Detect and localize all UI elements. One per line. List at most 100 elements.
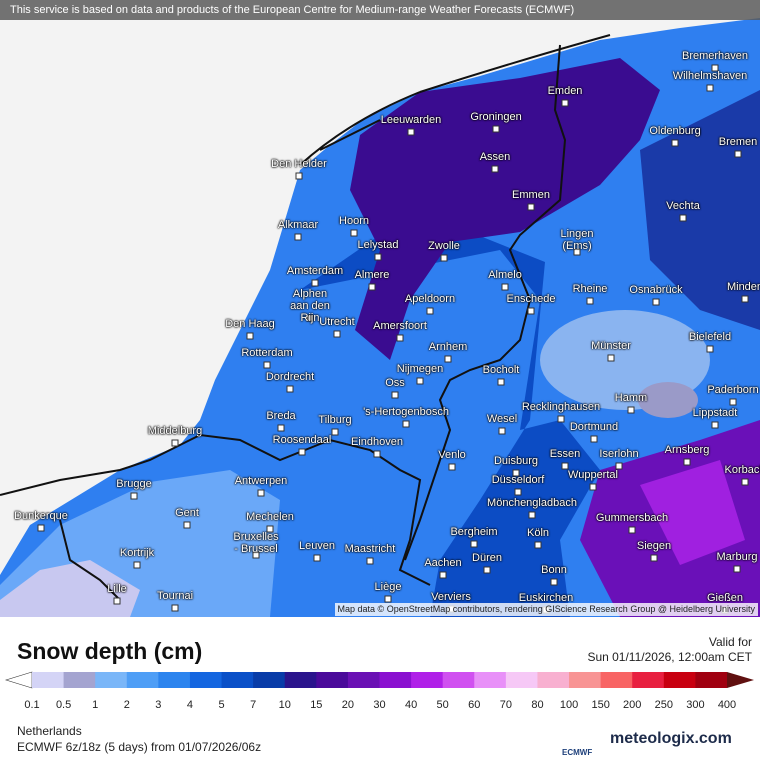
city-label: Breda [266, 410, 296, 422]
city-label: Bergheim [450, 526, 498, 538]
colorbar-label: 30 [373, 699, 385, 711]
attribution-bar: This service is based on data and produc… [0, 0, 760, 20]
city-dot [368, 283, 376, 291]
city-label: Brugge [116, 478, 152, 490]
colorbar-label: 400 [718, 699, 736, 711]
city-label: Liège [374, 581, 402, 593]
colorbar-box [189, 672, 223, 688]
map-credit: Map data © OpenStreetMap contributors, r… [334, 603, 758, 616]
region: Netherlands [17, 724, 82, 738]
city-dot [313, 554, 321, 562]
colorbar-label: 40 [405, 699, 417, 711]
city-label: Arnsberg [664, 444, 710, 456]
city-dot [534, 541, 542, 549]
city-dot [586, 297, 594, 305]
city-label: Bruxelles - Brussel [233, 531, 279, 555]
city-label: Eindhoven [351, 436, 403, 448]
colorbar-box [632, 672, 665, 688]
city-dot [492, 125, 500, 133]
city-dot [734, 150, 742, 158]
city-label: Iserlohn [599, 448, 639, 460]
city-label: Bocholt [482, 364, 520, 376]
city-label: Utrecht [319, 316, 355, 328]
city-dot [528, 511, 536, 519]
city-dot [498, 427, 506, 435]
city-label: Den Helder [271, 158, 327, 170]
city-dot [561, 99, 569, 107]
city-label: Groningen [470, 111, 522, 123]
city-dot [590, 435, 598, 443]
city-dot [286, 385, 294, 393]
city-label: Düsseldorf [491, 474, 545, 486]
city-label: Bremen [718, 136, 758, 148]
colorbar-label: 60 [468, 699, 480, 711]
colorbar-label: 100 [560, 699, 578, 711]
city-label: Mechelen [246, 511, 294, 523]
city-label: Roosendaal [272, 434, 332, 446]
map: Bremerhaven Wilhelmshaven Emden Leeuwarden G… [0, 0, 760, 617]
city-label: Amsterdam [286, 265, 344, 277]
city-dot [733, 565, 741, 573]
city-label: Wilhelmshaven [672, 70, 748, 82]
city-dot [444, 355, 452, 363]
city-dot [183, 521, 191, 529]
city-dot [113, 597, 121, 605]
city-label: Assen [479, 151, 511, 163]
city-dot [263, 361, 271, 369]
colorbar-box [379, 672, 412, 688]
colorbar-label: 7 [250, 699, 256, 711]
city-dot [391, 391, 399, 399]
city-label: Bremerhaven [681, 50, 749, 62]
city-dot [671, 139, 679, 147]
city-dot [497, 378, 505, 386]
city-label: Leuven [298, 540, 336, 552]
city-label: Düren [472, 552, 502, 564]
city-dot [246, 332, 254, 340]
colorbar-box [95, 672, 128, 688]
colorbar-box [663, 672, 696, 688]
city-dot [396, 334, 404, 342]
city-dot [652, 298, 660, 306]
city-dot [252, 551, 260, 559]
city-label: Korbach [724, 464, 760, 476]
colorbar-box [32, 672, 65, 688]
city-dot [706, 84, 714, 92]
city-label: Lille [107, 583, 127, 595]
colorbar-box [600, 672, 633, 688]
colorbar-box [347, 672, 380, 688]
colorbar-label: 4 [187, 699, 193, 711]
city-label: Dunkerque [14, 510, 68, 522]
city-label: Wesel [486, 413, 518, 425]
colorbar-label: 5 [218, 699, 224, 711]
city-dot [298, 448, 306, 456]
city-dot [557, 415, 565, 423]
ecmwf-logo: ECMWF [562, 748, 593, 757]
city-label: Almere [354, 269, 390, 281]
city-label: Venlo [438, 449, 466, 461]
city-dot [470, 540, 478, 548]
colorbar-label: 20 [342, 699, 354, 711]
city-dot [501, 283, 509, 291]
colorbar-label: 250 [655, 699, 673, 711]
city-label: Dortmund [569, 421, 619, 433]
city-dot [266, 525, 274, 533]
colorbar-box [316, 672, 349, 688]
city-label: Enschede [506, 293, 556, 305]
city-dot [711, 421, 719, 429]
city-dot [171, 439, 179, 447]
valid-time: Sun 01/11/2026, 12:00am CET [587, 650, 752, 664]
city-dot [741, 295, 749, 303]
colorbar-label: 150 [591, 699, 609, 711]
city-label: Vechta [666, 200, 700, 212]
city-dot [683, 458, 691, 466]
city-dot [171, 604, 179, 612]
city-dot [384, 595, 392, 603]
colorbar-box [126, 672, 159, 688]
colorbar-label: 80 [531, 699, 543, 711]
colorbar-label: 50 [437, 699, 449, 711]
city-label: Duisburg [493, 455, 539, 467]
city-dot [741, 478, 749, 486]
city-dot [527, 203, 535, 211]
colorbar-box [221, 672, 254, 688]
city-label: Leeuwarden [380, 114, 442, 126]
